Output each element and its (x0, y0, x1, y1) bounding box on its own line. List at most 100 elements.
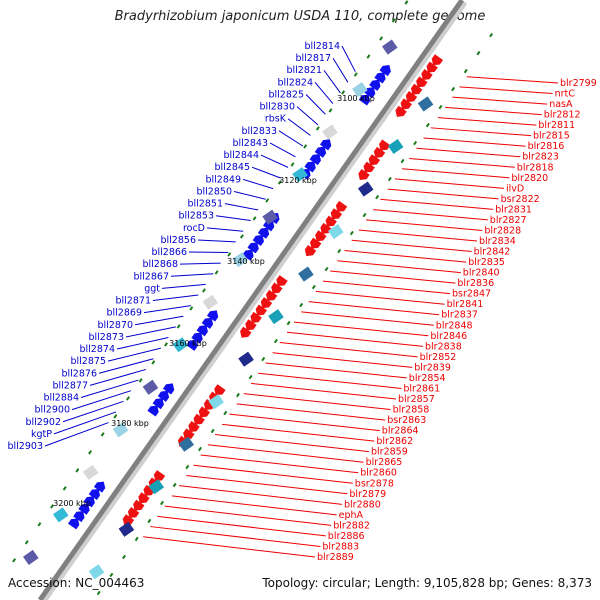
forward-gene (416, 76, 428, 88)
forward-gene (410, 83, 423, 95)
forward-label-leader (466, 76, 559, 84)
reverse-label-leader (107, 347, 162, 362)
feature-block (88, 564, 105, 580)
forward-gene-label: ilvD (506, 183, 524, 194)
track-dot (476, 50, 481, 56)
track-dot (198, 446, 202, 452)
feature-block (292, 167, 308, 183)
forward-label-leader (171, 495, 337, 516)
track-dot (349, 230, 354, 236)
forward-gene (133, 499, 145, 511)
forward-gene (310, 237, 322, 249)
track-dot (387, 176, 392, 182)
feature-block (208, 394, 224, 410)
forward-label-leader (193, 464, 353, 484)
track-dot (404, 0, 409, 5)
reverse-gene-label: bll2869 (107, 308, 143, 319)
forward-gene (276, 275, 288, 287)
reverse-gene-label: bll2824 (278, 77, 314, 88)
reverse-gene (93, 481, 106, 493)
forward-gene-label: blr2820 (511, 173, 548, 184)
track-dot (134, 536, 139, 542)
feature-block (178, 436, 195, 452)
reverse-label-leader (305, 94, 326, 115)
reverse-gene (358, 94, 371, 106)
track-dot (185, 464, 190, 470)
feature-block (232, 252, 249, 268)
forward-gene (193, 413, 205, 425)
track-dot (122, 554, 127, 560)
forward-gene (153, 470, 166, 482)
forward-gene-label: blr2831 (495, 204, 532, 215)
reverse-gene (88, 488, 101, 500)
reverse-label-leader (98, 358, 154, 374)
reverse-gene (314, 146, 327, 158)
track-dot (315, 126, 320, 131)
reverse-gene (309, 154, 321, 166)
forward-label-leader (272, 352, 413, 368)
track-dot (239, 234, 244, 239)
reverse-gene (157, 390, 170, 402)
reverse-gene-label: bll2866 (152, 247, 188, 258)
forward-gene (250, 311, 262, 323)
kbp-tick-label: 3140 kbp (227, 257, 265, 266)
reverse-gene (152, 398, 164, 410)
reverse-gene (73, 511, 85, 523)
forward-label-leader (423, 137, 526, 147)
feature-block (148, 479, 165, 495)
forward-label-leader (430, 127, 532, 137)
reverse-gene (206, 310, 219, 322)
forward-label-leader (179, 485, 343, 505)
feature-block (172, 337, 189, 353)
track-dot (147, 518, 152, 524)
forward-gene (122, 514, 135, 526)
track-dot (164, 342, 168, 347)
track-dot (277, 180, 282, 185)
forward-gene-label: blr2828 (484, 225, 521, 236)
forward-gene-label: blr2858 (393, 405, 430, 416)
reverse-gene (247, 242, 259, 254)
reverse-gene (196, 325, 208, 337)
feature-block (112, 422, 129, 438)
forward-gene-label: blr2857 (398, 394, 435, 405)
forward-label-leader (380, 198, 494, 210)
track-dot (88, 450, 93, 455)
forward-gene (265, 289, 278, 301)
reverse-gene-label: bll2875 (71, 356, 107, 367)
forward-gene (138, 492, 150, 504)
track-dot (214, 270, 219, 275)
reverse-gene (191, 332, 203, 344)
feature-block (268, 309, 284, 325)
reverse-gene (319, 139, 332, 151)
reverse-gene-label: bll2845 (215, 162, 251, 173)
reverse-gene-label: bll2817 (296, 53, 332, 64)
forward-gene-label: blr2812 (544, 110, 581, 121)
track-dot (227, 252, 232, 257)
forward-gene-label: blr2842 (474, 247, 511, 258)
forward-gene-label: blr2879 (349, 489, 386, 500)
track-dot (210, 428, 215, 434)
forward-gene-label: blr2852 (420, 352, 457, 363)
reverse-label-leader (134, 315, 184, 326)
forward-gene (198, 406, 211, 418)
forward-gene-label: blr2848 (436, 320, 473, 331)
reverse-label-leader (197, 239, 236, 243)
track-dot (126, 396, 130, 401)
track-dot (463, 68, 468, 74)
forward-gene (255, 304, 267, 316)
forward-gene (426, 61, 438, 73)
kbp-tick-label: 3180 kbp (111, 419, 149, 428)
forward-gene (421, 68, 433, 81)
forward-label-leader (164, 505, 332, 526)
forward-label-leader (265, 362, 407, 379)
track-dot (299, 302, 304, 308)
reverse-gene (147, 405, 159, 417)
reverse-label-leader (44, 422, 109, 447)
reverse-label-leader (224, 203, 259, 211)
forward-label-leader (258, 372, 402, 389)
track-dot (362, 212, 367, 218)
forward-gene-label: nrtC (555, 89, 576, 100)
reverse-gene-label: bll2833 (242, 126, 278, 137)
forward-gene-label: bsr2847 (452, 289, 491, 300)
